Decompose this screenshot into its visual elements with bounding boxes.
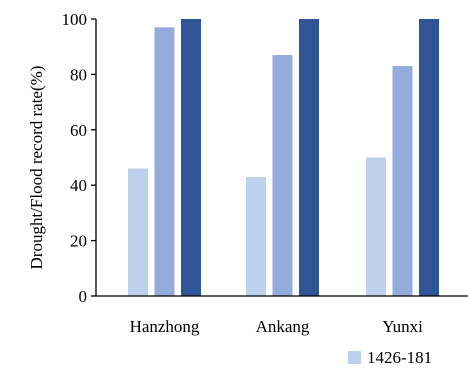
legend-swatch — [348, 351, 361, 364]
bar-yunxi-series-1 — [366, 157, 386, 296]
y-tick-label: 60 — [70, 121, 87, 140]
x-axis-labels: Hanzhong Ankang Yunxi — [130, 317, 424, 336]
bar-hanzhong-series-2 — [154, 27, 175, 297]
legend-label: 1426-181 — [367, 348, 432, 367]
y-axis-ticks: 0 20 40 60 80 100 — [62, 10, 96, 306]
legend: 1426-181 — [348, 348, 432, 367]
y-tick-label: 80 — [70, 65, 87, 84]
y-tick-label: 0 — [79, 287, 88, 306]
bar-yunxi-series-2 — [392, 66, 413, 296]
bar-hanzhong-series-3 — [181, 19, 201, 296]
y-tick-label: 40 — [70, 176, 87, 195]
x-tick-label-ankang: Ankang — [256, 317, 310, 336]
x-tick-label-hanzhong: Hanzhong — [130, 317, 200, 336]
y-tick-label: 20 — [70, 232, 87, 251]
bars-layer — [128, 19, 439, 297]
bar-hanzhong-series-1 — [128, 168, 148, 296]
y-tick-label: 100 — [62, 10, 88, 29]
y-axis-title: Drought/Flood record rate(%) — [27, 66, 46, 270]
bar-ankang-series-3 — [299, 19, 319, 296]
bar-yunxi-series-3 — [419, 19, 439, 296]
bar-ankang-series-2 — [272, 55, 293, 297]
bar-ankang-series-1 — [246, 176, 266, 296]
x-tick-label-yunxi: Yunxi — [382, 317, 423, 336]
